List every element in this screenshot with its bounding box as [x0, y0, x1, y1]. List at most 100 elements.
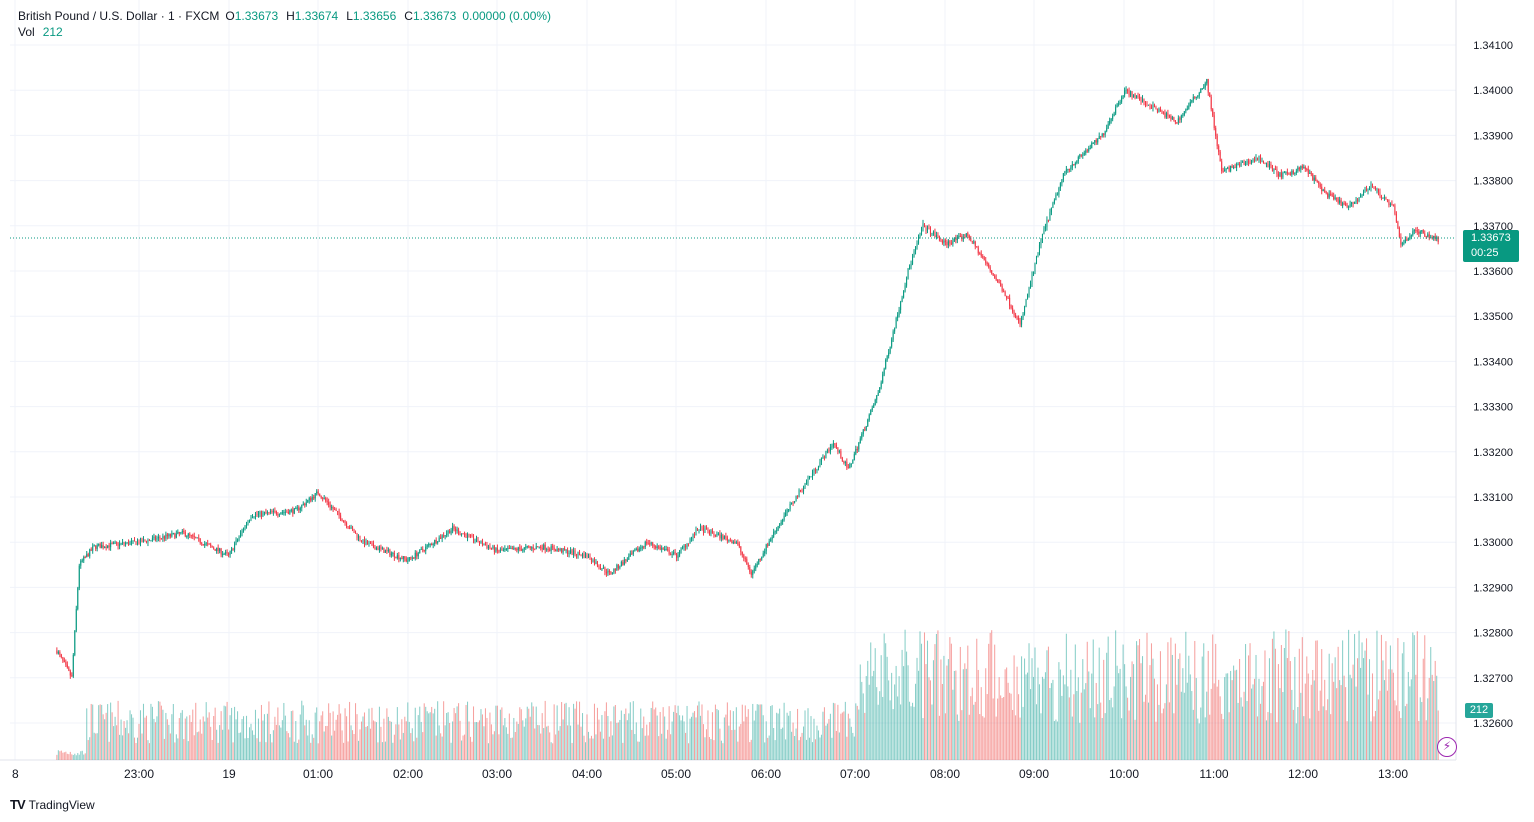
candle-body	[788, 509, 790, 511]
candle-body	[98, 544, 100, 546]
candle-body	[994, 275, 996, 278]
candle-body	[1062, 173, 1064, 180]
volume-bar	[147, 740, 149, 760]
volume-bar	[114, 716, 116, 760]
candle-body	[314, 493, 316, 499]
candle-body	[664, 549, 666, 551]
volume-bar	[640, 708, 642, 760]
volume-bar	[56, 754, 58, 760]
volume-bar	[259, 741, 261, 760]
time-axis[interactable]: 8 23:00 19 01:00 02:00 03:00 04:00 05:00 06:00 07…	[12, 767, 1408, 781]
candle-body	[475, 538, 478, 541]
volume-bar	[459, 720, 461, 760]
volume-bar	[732, 711, 734, 760]
price-axis[interactable]: 1.341001.340001.339001.338001.337001.336…	[1473, 40, 1513, 730]
candle-body	[119, 543, 121, 546]
volume-bar	[210, 726, 212, 760]
candle-body	[909, 266, 911, 269]
candle-body	[90, 549, 92, 551]
volume-bar	[800, 736, 802, 760]
candle-body	[1049, 212, 1051, 221]
candle-body	[726, 537, 728, 541]
volume-bar	[437, 701, 439, 760]
volume-bar	[1136, 641, 1138, 760]
volume-bar	[590, 735, 593, 760]
candle-body	[195, 537, 197, 539]
candle-body	[1377, 188, 1379, 193]
candle-body	[443, 535, 445, 537]
candle-body	[816, 469, 818, 471]
candle-body	[1358, 197, 1360, 202]
candle-body	[484, 544, 486, 546]
volume-bar	[865, 676, 867, 760]
candle-body	[556, 549, 558, 552]
alert-bolt-icon[interactable]: ⚡	[1437, 737, 1457, 757]
volume-bar	[1225, 673, 1227, 760]
volume-bar	[1034, 647, 1036, 760]
volume-bar	[558, 730, 560, 760]
volume-bar	[455, 713, 457, 760]
symbol-title[interactable]: British Pound / U.S. Dollar · 1 · FXCM	[18, 9, 220, 23]
volume-bar	[1242, 706, 1244, 760]
low-label: L	[346, 9, 353, 23]
volume-bar	[232, 742, 234, 760]
candle-body	[310, 497, 312, 501]
candle-body	[637, 548, 639, 552]
candle-body	[1386, 199, 1388, 201]
candle-body	[655, 546, 657, 549]
volume-bar	[332, 711, 334, 760]
volume-bar	[746, 716, 748, 760]
tradingview-brand[interactable]: TV TradingView	[10, 797, 95, 812]
candle-body	[278, 514, 280, 516]
candle-body	[738, 544, 740, 547]
volume-bar	[934, 644, 936, 760]
candle-body	[492, 546, 494, 549]
volume-bar	[1009, 692, 1011, 760]
candle-body	[900, 302, 902, 311]
volume-bar	[1392, 672, 1394, 760]
volume-bar	[713, 740, 715, 760]
volume-bar	[1167, 642, 1169, 760]
time-tick-label: 05:00	[661, 767, 691, 781]
volume-label[interactable]: Vol	[18, 25, 35, 39]
candle-body	[1256, 157, 1259, 161]
candle-body	[251, 517, 254, 519]
candle-body	[958, 235, 960, 237]
candle-body	[142, 539, 145, 543]
candle-body	[1342, 203, 1344, 206]
volume-bar	[183, 739, 185, 760]
time-tick-label: 08:00	[930, 767, 960, 781]
candle-body	[931, 233, 933, 235]
volume-bar	[661, 733, 663, 760]
candle-body	[108, 545, 110, 548]
candle-body	[1164, 112, 1166, 118]
candle-body	[1370, 184, 1372, 189]
candle-body	[1068, 168, 1070, 170]
candle-body	[452, 526, 454, 531]
candle-body	[686, 543, 688, 548]
volume-bar	[879, 691, 881, 760]
volume-bar	[1080, 692, 1082, 760]
candle-body	[570, 550, 572, 554]
volume-bar	[1395, 705, 1397, 760]
candle-body	[422, 548, 424, 551]
candle-body	[1339, 200, 1341, 203]
candle-body	[956, 236, 958, 241]
volume-bar	[387, 716, 389, 760]
volume-bar	[1171, 654, 1173, 760]
change-value: 0.00000 (0.00%)	[462, 9, 552, 23]
candle-body	[502, 549, 504, 551]
volume-bar	[564, 703, 566, 760]
volume-bar	[858, 709, 860, 760]
candle-body	[1325, 191, 1327, 194]
volume-bar	[779, 708, 781, 760]
volume-bar	[698, 701, 700, 760]
candle-body	[805, 482, 808, 484]
volume-bar	[598, 719, 600, 760]
volume-bar	[353, 733, 355, 760]
candle-body	[783, 515, 785, 520]
candle-body	[785, 512, 787, 516]
candle-body	[287, 511, 289, 514]
volume-bar	[1079, 722, 1081, 760]
